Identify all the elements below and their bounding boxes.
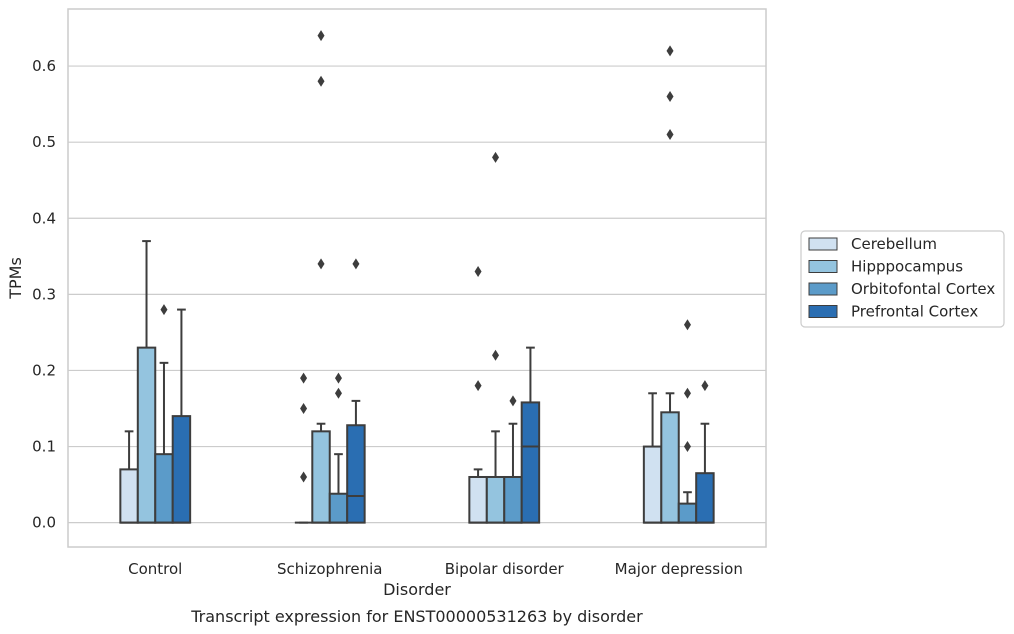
box-body bbox=[171, 415, 192, 524]
y-tick-label: 0.0 bbox=[32, 514, 56, 532]
box-3-0 bbox=[642, 392, 663, 524]
box-body bbox=[154, 453, 174, 524]
box-body bbox=[503, 475, 523, 524]
legend-label: Prefrontal Cortex bbox=[851, 303, 978, 321]
box-body bbox=[485, 475, 506, 524]
y-axis-title: TPMs bbox=[6, 257, 25, 300]
box-2-1 bbox=[485, 151, 506, 524]
box-body bbox=[119, 468, 139, 524]
outlier-point bbox=[317, 75, 325, 87]
x-tick-label: Bipolar disorder bbox=[445, 560, 565, 578]
y-tick-label: 0.2 bbox=[32, 361, 56, 379]
outlier-point bbox=[160, 304, 168, 316]
outlier-point bbox=[300, 403, 308, 415]
legend-swatch bbox=[808, 237, 838, 251]
outlier-point bbox=[683, 441, 691, 453]
box-0-1 bbox=[136, 240, 157, 524]
box-body bbox=[642, 445, 663, 524]
outlier-point bbox=[317, 30, 325, 42]
box-body bbox=[328, 492, 349, 524]
y-tick-labels: 0.0 0.1 0.2 0.3 0.4 0.5 0.6 bbox=[32, 57, 56, 532]
box-2-0 bbox=[468, 266, 488, 524]
y-tick-label: 0.1 bbox=[32, 438, 56, 456]
outlier-point bbox=[300, 471, 308, 483]
legend-swatch bbox=[808, 305, 838, 318]
box-body bbox=[660, 411, 680, 524]
x-axis-title: Disorder bbox=[383, 580, 451, 599]
box-3-1 bbox=[660, 45, 680, 524]
legend-frame bbox=[800, 230, 1005, 328]
y-tick-label: 0.3 bbox=[32, 285, 56, 303]
outlier-point bbox=[317, 258, 325, 270]
outlier-point bbox=[666, 45, 674, 57]
box-body bbox=[695, 472, 715, 524]
box-body bbox=[136, 346, 157, 524]
outlier-point bbox=[474, 380, 482, 392]
plot-frame bbox=[67, 8, 767, 548]
y-tick-label: 0.5 bbox=[32, 133, 56, 151]
box-plot-layer bbox=[119, 30, 715, 524]
box-1-1 bbox=[311, 30, 331, 524]
outlier-point bbox=[492, 151, 500, 163]
outlier-point bbox=[683, 319, 691, 331]
outlier-point bbox=[334, 372, 342, 384]
box-3-2 bbox=[677, 319, 698, 524]
outlier-point bbox=[701, 380, 709, 392]
box-body bbox=[346, 424, 366, 524]
y-tick-label: 0.4 bbox=[32, 209, 56, 227]
box-2-2 bbox=[503, 395, 523, 524]
outlier-point bbox=[683, 387, 691, 399]
box-0-0 bbox=[119, 430, 139, 524]
outlier-point bbox=[666, 129, 674, 141]
legend-swatch bbox=[808, 282, 838, 296]
box-1-2 bbox=[328, 372, 349, 524]
box-body bbox=[677, 502, 698, 524]
outlier-point bbox=[300, 372, 308, 384]
chart-caption: Transcript expression for ENST0000053126… bbox=[190, 607, 643, 626]
x-tick-label: Control bbox=[128, 560, 182, 578]
legend-label: Cerebellum bbox=[851, 235, 937, 253]
box-0-2 bbox=[154, 304, 174, 524]
legend-label: Orbitofontal Cortex bbox=[851, 280, 995, 298]
box-2-3 bbox=[520, 346, 541, 524]
box-1-3 bbox=[346, 258, 366, 524]
box-1-0 bbox=[294, 372, 313, 524]
box-body bbox=[468, 475, 488, 524]
box-0-3 bbox=[171, 308, 192, 524]
outlier-point bbox=[352, 258, 360, 270]
legend-swatch bbox=[808, 260, 838, 273]
legend: Cerebellum Hipppocampus Orbitofontal Corte… bbox=[800, 230, 1005, 328]
outlier-point bbox=[492, 349, 500, 361]
x-tick-label: Schizophrenia bbox=[277, 560, 382, 578]
outlier-point bbox=[666, 91, 674, 103]
x-tick-labels: Control Schizophrenia Bipolar disorder Majo… bbox=[128, 560, 743, 578]
box-body bbox=[311, 430, 331, 524]
box-body bbox=[520, 401, 541, 524]
x-tick-label: Major depression bbox=[615, 560, 743, 578]
y-tick-label: 0.6 bbox=[32, 57, 56, 75]
outlier-point bbox=[474, 266, 482, 278]
outlier-point bbox=[334, 387, 342, 399]
box-3-3 bbox=[695, 380, 715, 524]
outlier-point bbox=[509, 395, 517, 407]
legend-label: Hipppocampus bbox=[851, 258, 963, 276]
